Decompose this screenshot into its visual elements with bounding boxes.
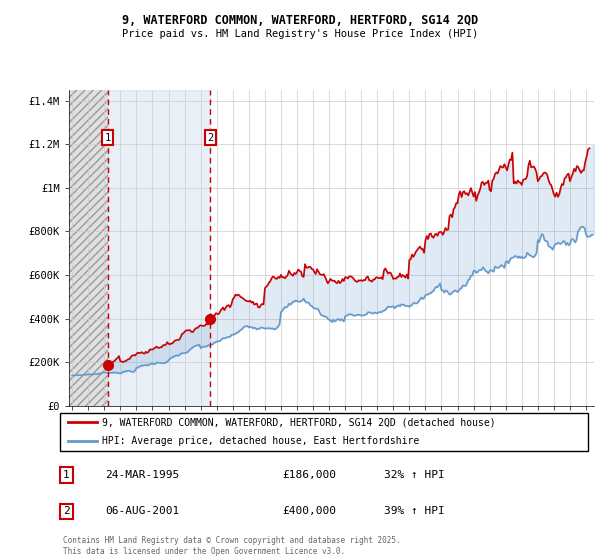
Text: 1: 1 bbox=[63, 470, 70, 480]
Bar bbox=[69, 90, 107, 406]
Bar bbox=[107, 90, 210, 406]
Text: 24-MAR-1995: 24-MAR-1995 bbox=[105, 470, 179, 480]
Text: Contains HM Land Registry data © Crown copyright and database right 2025.
This d: Contains HM Land Registry data © Crown c… bbox=[63, 536, 401, 556]
Text: 39% ↑ HPI: 39% ↑ HPI bbox=[384, 506, 445, 516]
Text: 9, WATERFORD COMMON, WATERFORD, HERTFORD, SG14 2QD: 9, WATERFORD COMMON, WATERFORD, HERTFORD… bbox=[122, 14, 478, 27]
Text: 32% ↑ HPI: 32% ↑ HPI bbox=[384, 470, 445, 480]
Text: 2: 2 bbox=[207, 133, 214, 143]
Text: 9, WATERFORD COMMON, WATERFORD, HERTFORD, SG14 2QD (detached house): 9, WATERFORD COMMON, WATERFORD, HERTFORD… bbox=[102, 417, 496, 427]
Text: £186,000: £186,000 bbox=[282, 470, 336, 480]
Text: 1: 1 bbox=[104, 133, 110, 143]
Text: 06-AUG-2001: 06-AUG-2001 bbox=[105, 506, 179, 516]
Text: 2: 2 bbox=[63, 506, 70, 516]
Text: Price paid vs. HM Land Registry's House Price Index (HPI): Price paid vs. HM Land Registry's House … bbox=[122, 29, 478, 39]
Text: £400,000: £400,000 bbox=[282, 506, 336, 516]
Text: HPI: Average price, detached house, East Hertfordshire: HPI: Average price, detached house, East… bbox=[102, 436, 419, 446]
